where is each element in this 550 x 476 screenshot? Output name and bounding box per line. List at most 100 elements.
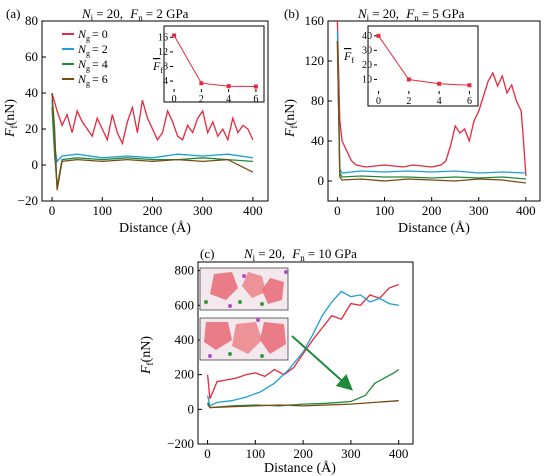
inset-x-tick-label: 2 [406,96,411,107]
inset-y-tick-label: 12 [158,47,168,58]
inset-y-tick-label: 8 [163,61,168,72]
series-line-ng2 [336,30,526,174]
legend-label-ng4: Ng = 4 [77,57,108,73]
panel-a-inset: 0 2 4 6 4 8 12 16 [158,32,258,105]
inset-x-tick-label: 6 [253,94,258,105]
annotation-arrow [291,335,353,391]
panel-a-y-label: Ff(nN) [3,99,19,138]
inset-x-tick-label: 6 [467,96,472,107]
panel-c-axes: 0 100 200 300 400 −200 0 200 400 600 800 [167,263,408,461]
inset-point [172,33,177,38]
y-tick-label: 80 [311,93,324,108]
panel-b-inset: 0 2 4 6 10 20 30 40 [362,31,472,107]
legend: Ng = 0 Ng = 2 Ng = 4 Ng = 6 [58,24,150,94]
y-tick-label: 40 [25,85,38,100]
x-tick-label: 300 [469,203,489,218]
inset-point [199,81,204,86]
panel-c-series [206,283,400,409]
y-tick-label: 0 [188,401,195,416]
panel-b: (b) Ni = 20, Fn = 5 GPa 0 100 200 300 40004080… [283,6,541,236]
x-tick-label: 200 [143,203,163,218]
panel-c-title: Ni = 20, Fn = 10 GPa [243,246,357,263]
x-tick-label: 100 [93,203,113,218]
inset-x-tick-label: 4 [226,94,231,105]
y-tick-label: 120 [305,53,325,68]
inset-point [253,84,258,89]
panel-c-tag: (c) [200,246,214,261]
series-line-ng0 [336,20,527,177]
series-line-ng2 [206,290,399,407]
legend-label-ng0: Ng = 0 [77,27,108,43]
x-tick-label: 300 [341,446,361,461]
y-tick-label: 80 [25,13,38,28]
inset-point [467,83,472,88]
panel-a-inset-frame [163,25,265,103]
inset-line [378,35,470,86]
x-tick-label: 100 [375,203,395,218]
panel-a-tag: (a) [6,6,20,21]
series-line-ng6 [336,40,526,184]
inset-x-tick-label: 4 [437,96,442,107]
panel-a: (a) Ni = 20, Fn = 2 GPa 0 100 200 300 400−2002… [3,6,269,236]
inset-point [226,84,231,89]
y-tick-label: 600 [175,297,195,312]
y-tick-label: 800 [175,263,195,278]
panel-c-plot-frame [197,261,414,445]
panel-c: (c) Ni = 20, Fn = 10 GPa 0 100 200 300 400 −200… [139,246,414,476]
series-line-ng0 [51,92,254,146]
x-tick-label: 400 [389,446,409,461]
panel-b-x-label: Distance (Å) [398,220,470,236]
panel-c-x-label: Distance (Å) [264,460,336,476]
snapshot-bottom [199,317,289,361]
panel-b-inset-frame [367,25,479,107]
inset-x-tick-label: 0 [172,94,177,105]
y-tick-label: 20 [25,121,38,136]
snapshot-top [199,267,289,311]
series-line-ng6 [207,400,399,409]
panel-b-plot-frame [327,20,541,202]
x-tick-label: 0 [49,203,56,218]
inset-y-tick-label: 4 [163,76,168,87]
inset-y-tick-label: 20 [362,60,372,71]
legend-box [58,24,150,94]
inset-y-tick-label: 10 [362,74,372,85]
panel-a-x-label: Distance (Å) [119,220,191,236]
y-tick-label: 160 [305,13,325,28]
x-tick-label: 300 [193,203,213,218]
panel-a-inset-y-label: Ff [152,59,163,75]
x-tick-label: 100 [246,446,266,461]
y-tick-label: 40 [311,133,324,148]
series-line-ng0 [206,283,399,400]
legend-label-ng6: Ng = 6 [77,72,108,88]
x-tick-label: 0 [204,446,211,461]
panel-c-y-label: Ff(nN) [139,336,155,375]
inset-point [376,33,381,38]
y-tick-label: 0 [32,157,39,172]
inset-x-tick-label: 0 [376,96,381,107]
inset-y-tick-label: 30 [362,45,372,56]
inset-y-tick-label: 40 [362,31,372,42]
inset-y-tick-label: 16 [158,32,168,43]
y-tick-label: −200 [167,436,194,451]
y-tick-label: 400 [175,332,195,347]
panel-b-y-label: Ff(nN) [283,99,299,138]
inset-x-tick-label: 2 [199,94,204,105]
series-line-ng6 [51,92,254,191]
series-line-ng2 [51,100,253,163]
panel-b-tag: (b) [284,6,299,21]
inset-point [406,77,411,82]
panel-a-series [51,92,254,191]
x-tick-label: 200 [293,446,313,461]
panel-a-title: Ni = 20, Fn = 2 GPa [81,6,189,23]
panel-b-series [336,20,527,184]
x-tick-label: 400 [243,203,263,218]
x-tick-label: 400 [516,203,536,218]
y-tick-label: −20 [18,193,38,208]
panel-b-title: Ni = 20, Fn = 5 GPa [357,6,465,23]
legend-label-ng2: Ng = 2 [77,42,108,58]
series-line-ng4 [207,368,400,409]
x-tick-label: 200 [422,203,442,218]
